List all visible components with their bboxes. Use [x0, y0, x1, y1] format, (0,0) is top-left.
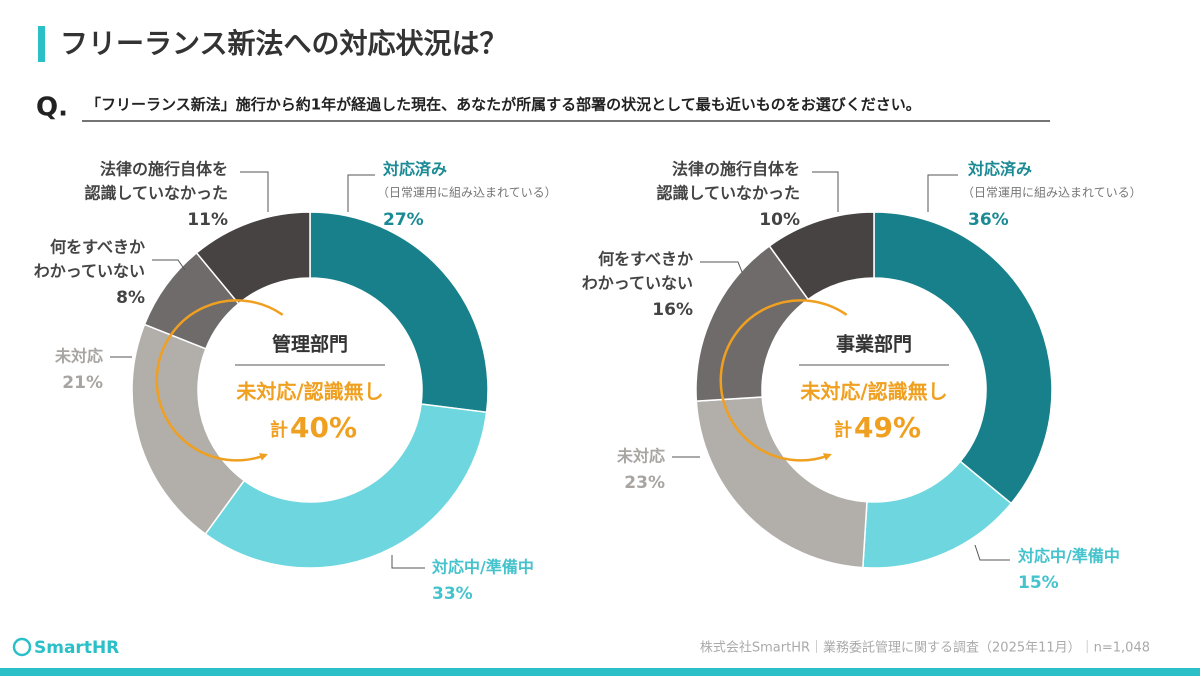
center-total: 40% [290, 411, 357, 444]
value-label: 36% [968, 210, 1009, 230]
value-label: 8% [116, 288, 145, 308]
page-title: フリーランス新法への対応状況は？ [60, 27, 507, 60]
logo: SmartHR [34, 638, 119, 658]
category-note: （日常運用に組み込まれている） [962, 186, 1142, 200]
leader-line [391, 555, 425, 569]
leader-line [152, 259, 186, 271]
category-label: 法律の施行自体を [672, 160, 800, 179]
value-label: 15% [1018, 573, 1059, 593]
center-arrow [155, 299, 284, 462]
center-label: 未対応/認識無し [800, 380, 947, 404]
center-total: 49% [854, 411, 921, 444]
value-label: 21% [62, 373, 103, 393]
donut-slice [204, 403, 488, 569]
value-label: 33% [432, 584, 473, 604]
donut-slice [695, 396, 868, 569]
value-label: 10% [759, 210, 800, 230]
leader-line [974, 544, 1010, 561]
category-label: 何をすべきか [598, 250, 693, 269]
leader-line [347, 174, 375, 212]
category-label: 認識していなかった [84, 184, 228, 203]
question-text: 「フリーランス新法」施行から約1年が経過した現在、あなたが所属する部署の状況とし… [86, 96, 921, 114]
question-label: Q. [36, 93, 68, 123]
category-label: 法律の施行自体を [100, 160, 228, 179]
title-accent [38, 26, 45, 62]
category-label: 対応中/準備中 [1017, 547, 1120, 566]
category-label: 何をすべきか [50, 238, 145, 257]
donut-slice [768, 211, 875, 301]
category-label: 対応済み [382, 160, 447, 179]
center-total-prefix: 計 [270, 419, 288, 441]
leader-line [240, 171, 269, 212]
value-label: 11% [187, 210, 228, 230]
value-label: 27% [383, 210, 424, 230]
source: 株式会社SmartHR｜業務委託管理に関する調査（2025年11月）｜n=1,0… [700, 640, 1150, 656]
donut-slice [131, 323, 246, 536]
leader-line [812, 171, 839, 212]
center-label: 未対応/認識無し [236, 380, 383, 404]
logo-icon [12, 637, 32, 657]
category-label: 未対応 [54, 347, 103, 366]
donut-slice [195, 211, 311, 305]
center-arrow [719, 299, 848, 462]
category-note: （日常運用に組み込まれている） [377, 186, 557, 200]
category-label: 未対応 [616, 447, 665, 466]
value-label: 16% [652, 300, 693, 320]
center-title: 管理部門 [272, 333, 348, 356]
center-total-prefix: 計 [834, 419, 852, 441]
category-label: 対応済み [967, 160, 1032, 179]
category-label: わかっていない [582, 274, 693, 293]
leader-line [927, 174, 958, 212]
category-label: 認識していなかった [656, 184, 800, 203]
donut-slice [873, 211, 1053, 505]
leader-line [700, 261, 743, 273]
category-label: 対応中/準備中 [431, 558, 534, 577]
category-label: わかっていない [34, 262, 145, 281]
center-title: 事業部門 [836, 333, 912, 356]
bottom-bar [0, 668, 1200, 676]
donut-slice [309, 211, 489, 414]
value-label: 23% [624, 473, 665, 493]
